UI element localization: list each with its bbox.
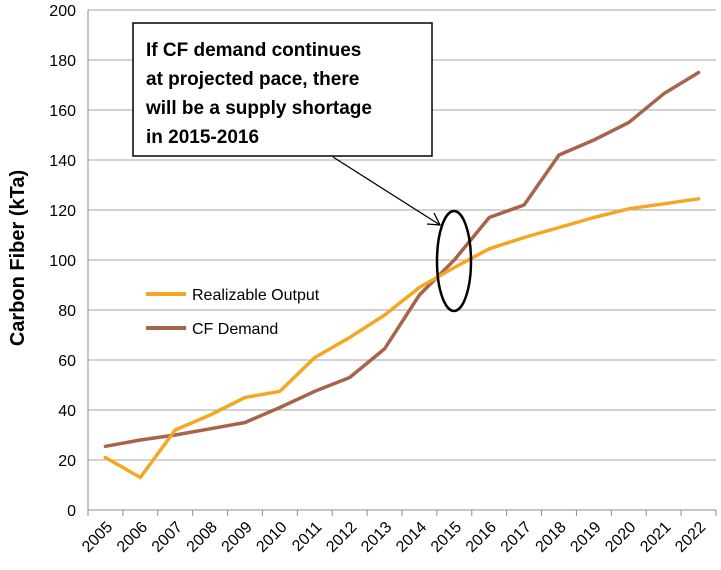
x-tick-label: 2016 bbox=[463, 519, 500, 556]
y-tick-label: 180 bbox=[49, 53, 76, 70]
legend-label: Realizable Output bbox=[192, 287, 320, 304]
series-lines bbox=[103, 70, 701, 480]
y-tick-label: 0 bbox=[67, 503, 76, 520]
annotation-text: If CF demand continues bbox=[146, 40, 361, 61]
x-tick-label: 2010 bbox=[253, 519, 290, 556]
y-tick-label: 200 bbox=[49, 3, 76, 20]
arrow-head bbox=[426, 212, 442, 226]
x-tick-label: 2018 bbox=[533, 519, 570, 556]
highlight-ellipse bbox=[435, 209, 473, 313]
x-tick-label: 2019 bbox=[567, 519, 604, 556]
y-tick-label: 80 bbox=[58, 303, 76, 320]
x-tick-label: 2020 bbox=[602, 519, 639, 556]
x-tick-labels: 2005200620072008200920102011201220132014… bbox=[79, 519, 709, 556]
y-tick-label: 40 bbox=[58, 403, 76, 420]
axes bbox=[87, 10, 717, 516]
annotation: If CF demand continues at projected pace,… bbox=[132, 22, 473, 313]
x-tick-label: 2007 bbox=[149, 519, 186, 556]
y-tick-label: 120 bbox=[49, 203, 76, 220]
series-line-cf-demand bbox=[103, 70, 701, 449]
x-tick-label: 2015 bbox=[428, 519, 465, 556]
x-tick-label: 2006 bbox=[114, 519, 151, 556]
x-tick-label: 2009 bbox=[219, 519, 256, 556]
y-axis-label: Carbon Fiber (kTa) bbox=[7, 170, 29, 346]
annotation-box bbox=[132, 22, 433, 157]
x-tick-label: 2021 bbox=[637, 519, 674, 556]
x-tick-label: 2014 bbox=[393, 519, 430, 556]
x-tick-label: 2008 bbox=[184, 519, 221, 556]
x-tick-label: 2017 bbox=[498, 519, 535, 556]
y-tick-label: 60 bbox=[58, 353, 76, 370]
legend: Realizable Output CF Demand bbox=[146, 287, 320, 338]
annotation-arrow bbox=[332, 156, 441, 226]
y-tick-labels: 0 20 40 60 80 100 120 140 160 180 200 bbox=[49, 3, 76, 520]
y-tick-label: 20 bbox=[58, 453, 76, 470]
x-tick-label: 2005 bbox=[79, 519, 116, 556]
legend-label: CF Demand bbox=[192, 321, 278, 338]
annotation-text: in 2015-2016 bbox=[146, 127, 259, 148]
y-tick-label: 100 bbox=[49, 253, 76, 270]
annotation-text: will be a supply shortage bbox=[145, 98, 372, 119]
x-tick-label: 2013 bbox=[358, 519, 395, 556]
y-tick-label: 140 bbox=[49, 153, 76, 170]
annotation-text: at projected pace, there bbox=[146, 69, 359, 90]
series-line-realizable-output bbox=[103, 197, 701, 480]
y-tick-label: 160 bbox=[49, 103, 76, 120]
x-tick-label: 2022 bbox=[672, 519, 709, 556]
x-tick-label: 2011 bbox=[289, 519, 325, 555]
x-tick-label: 2012 bbox=[323, 519, 360, 556]
